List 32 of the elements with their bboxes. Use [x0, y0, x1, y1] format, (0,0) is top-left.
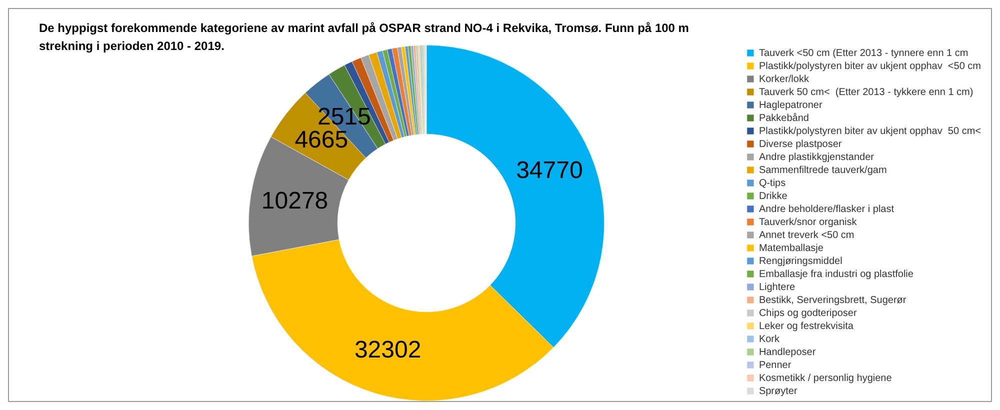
legend-label: Tauverk/snor organisk [758, 216, 858, 228]
data-label: 32302 [354, 336, 422, 364]
legend-label: Penner [758, 360, 792, 371]
legend-label: Matemballasje [758, 242, 824, 254]
legend-label: Kosmetikk / personlig hygiene [758, 372, 892, 384]
legend-label: Plastikk/polystyren biter av ukjent opphav 50 cm< [758, 126, 982, 137]
data-label: 10278 [261, 187, 328, 214]
legend-label: Korker/lokk [758, 74, 810, 85]
legend-label: Lightere [758, 282, 796, 293]
legend-label: Sammenfiltrede tauverk/gam [758, 164, 887, 176]
legend-label: Handleposer [758, 346, 816, 358]
legend-label: Andre plastikkgjenstander [758, 152, 875, 163]
legend-label: Leker og festrekvisita [758, 320, 854, 332]
legend-label: Annet treverk <50 cm [758, 230, 854, 241]
legend-label: Tauverk 50 cm< (Etter 2013 - tykkere enn 1 cm) [758, 86, 974, 98]
legend-label: Andre beholdere/flasker i plast [758, 204, 894, 215]
legend-label: Haglepatroner [758, 100, 823, 111]
legend-label: Chips og godteriposer [758, 308, 858, 319]
legend-label: Tauverk <50 cm (Etter 2013 - tynnere enn 1 cm [758, 48, 968, 59]
legend-label: Sprøyter [758, 386, 798, 397]
legend-label: Plastikk/polystyren biter av ukjent opphav <50 cm [758, 60, 982, 72]
legend-label: Rengjøringsmiddel [758, 256, 842, 267]
legend-label: Kork [758, 334, 781, 345]
legend-label: Bestikk, Serveringsbrett, Sugerør [758, 294, 907, 306]
data-label: 34770 [516, 156, 583, 184]
chart-title: De hyppigst forekommende kategoriene av marint avfall på OSPAR strand NO-4 i Rekvika, Tromsø. Funn på 100 m strekning i perioden 2010 - 2019. [39, 20, 690, 55]
legend-label: Emballasje fra industri og plastfolie [758, 268, 914, 280]
legend-label: Diverse plastposer [758, 138, 842, 150]
legend-label: Drikke [758, 190, 788, 202]
data-label: 4665 [294, 126, 348, 154]
legend-label: Pakkebånd [758, 112, 809, 124]
legend-label: Q-tips [758, 178, 786, 189]
